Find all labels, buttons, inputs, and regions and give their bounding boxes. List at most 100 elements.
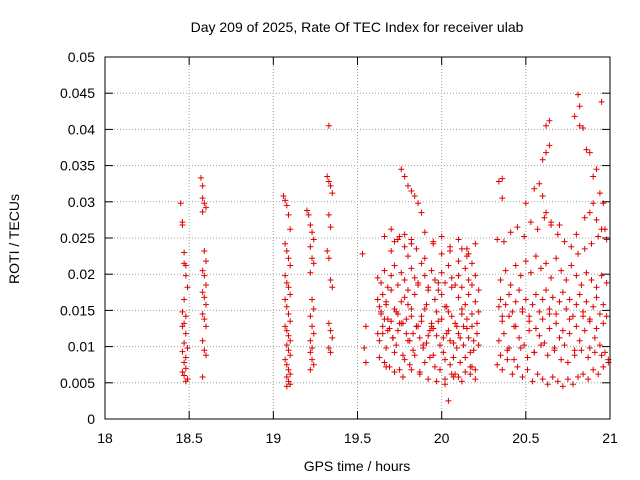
data-point [307,366,314,373]
data-point [184,345,191,352]
data-point [448,313,455,320]
data-point [539,376,546,383]
data-point [374,274,381,281]
data-point [458,311,465,318]
data-point [199,208,206,215]
data-point [465,250,472,257]
x-tick-label: 18.5 [176,430,203,446]
data-point [500,238,507,245]
data-point [411,193,418,200]
data-point [384,316,391,323]
data-point [421,359,428,366]
data-point [431,296,438,303]
data-point [578,347,585,354]
data-point [287,381,294,388]
data-point [325,345,332,352]
data-point [199,195,206,202]
data-point [554,231,561,238]
data-point [472,272,479,279]
data-point [182,330,189,337]
data-point [285,366,292,373]
data-point [527,219,534,226]
data-point [499,318,506,325]
data-point [494,361,501,368]
data-point [442,376,449,383]
data-point [580,313,587,320]
data-point [447,361,454,368]
data-point [468,363,475,370]
data-point [181,372,188,379]
x-tick-label: 19.5 [344,430,371,446]
data-point [474,320,481,327]
data-point [410,347,417,354]
data-point [546,325,553,332]
data-point [388,248,395,255]
data-point [598,272,605,279]
data-point [391,368,398,375]
data-point [600,363,607,370]
data-point [283,248,290,255]
data-point [388,318,395,325]
data-point [549,374,556,381]
data-point [588,240,595,247]
data-point [475,308,482,315]
data-point [403,330,410,337]
data-point [425,332,432,339]
data-point [383,345,390,352]
data-point [553,311,560,318]
data-point [600,301,607,308]
data-point [325,211,332,218]
data-point [576,291,583,298]
axis-ticks: 0 0.005 0.01 0.015 0.02 0.025 0.03 0.035 0.04 0.0… [60,49,618,446]
data-point [426,354,433,361]
data-point [499,313,506,320]
data-point [462,368,469,375]
data-point [309,323,316,330]
data-point [559,327,566,334]
data-point [408,240,415,247]
data-point [558,267,565,274]
data-point [575,374,582,381]
data-point [203,258,209,265]
data-point [506,291,512,298]
data-point [399,352,406,359]
data-point [378,279,385,286]
data-point [403,316,410,323]
data-point [442,356,449,363]
data-point [499,195,506,202]
data-point [511,356,518,363]
data-point [527,269,534,276]
data-point [472,240,479,247]
data-point [430,238,437,245]
data-point [433,378,440,385]
data-point [507,229,514,236]
data-point [199,289,206,296]
data-point [575,250,582,257]
data-point [586,318,593,325]
data-point [591,334,598,341]
data-point [399,320,406,327]
data-point [201,294,208,301]
data-point [546,305,553,312]
data-point [548,219,555,226]
data-point [310,361,317,368]
y-tick-label: 0 [87,411,95,427]
data-point [435,287,442,294]
data-point [179,323,186,330]
data-point [583,298,590,305]
data-point [497,352,504,359]
data-point [524,366,531,373]
data-point [571,113,578,120]
data-point [541,339,548,346]
data-point [519,308,526,315]
data-point [502,301,509,308]
x-tick-label: 20.5 [512,430,539,446]
data-point [568,243,575,250]
data-point [383,301,390,308]
data-point [536,308,543,315]
data-point [443,303,450,310]
data-point [506,313,512,320]
data-point [307,269,314,276]
data-point [536,332,543,339]
